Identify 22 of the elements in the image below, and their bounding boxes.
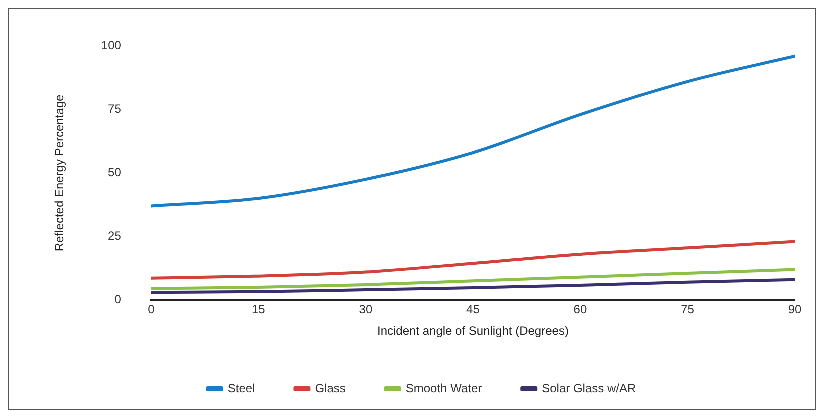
line-series <box>151 268 795 290</box>
legend-label: Smooth Water <box>406 381 482 396</box>
y-tick-label: 25 <box>108 229 122 244</box>
x-tick-label: 90 <box>788 302 802 317</box>
x-tick-label: 45 <box>466 302 480 317</box>
x-tick-label: 15 <box>252 302 266 317</box>
y-tick-label: 100 <box>101 38 122 53</box>
x-tick-label: 30 <box>359 302 373 317</box>
legend-label: Steel <box>228 381 256 396</box>
legend-label: Solar Glass w/AR <box>542 381 636 396</box>
y-tick-label: 0 <box>114 292 122 307</box>
line-series <box>151 278 795 294</box>
y-tick-label: 50 <box>108 166 122 180</box>
x-tick-label: 0 <box>148 302 156 317</box>
legend-label: Glass <box>315 381 346 396</box>
x-axis-title: Incident angle of Sunlight (Degrees) <box>377 324 569 338</box>
x-tick-label: 60 <box>574 302 588 317</box>
line-series <box>151 240 795 280</box>
y-axis-title: Reflected Energy Percentage <box>52 94 67 252</box>
y-tick-label: 75 <box>108 102 122 116</box>
x-tick-label: 75 <box>681 302 695 317</box>
line-series <box>151 54 795 208</box>
